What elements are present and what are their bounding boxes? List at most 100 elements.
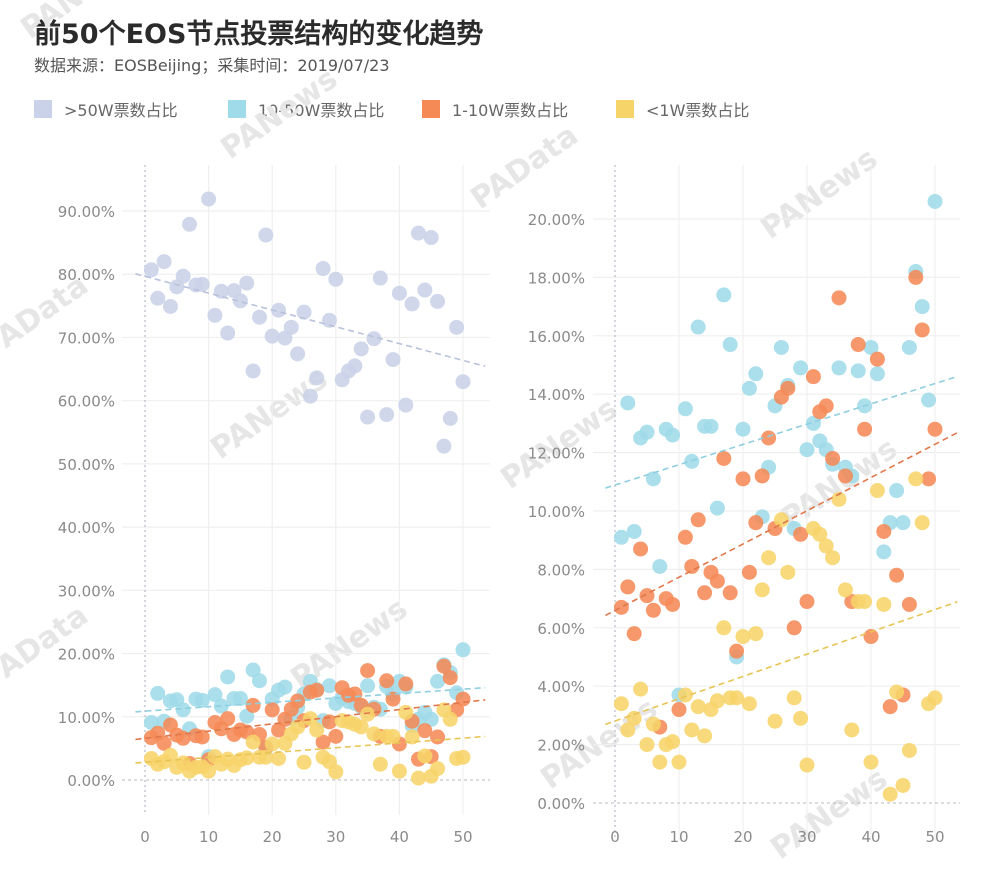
point-gt50w[interactable] xyxy=(264,328,280,344)
point-gt50w[interactable] xyxy=(296,304,312,320)
point-lt1w[interactable] xyxy=(914,515,930,531)
point-gt50w[interactable] xyxy=(271,302,287,318)
point-w1_10[interactable] xyxy=(328,728,344,744)
point-w1_10[interactable] xyxy=(748,515,764,531)
point-gt50w[interactable] xyxy=(321,312,337,328)
point-lt1w[interactable] xyxy=(908,471,924,487)
point-w10_50[interactable] xyxy=(423,711,439,727)
point-lt1w[interactable] xyxy=(391,763,407,779)
point-lt1w[interactable] xyxy=(831,491,847,507)
point-w1_10[interactable] xyxy=(220,711,236,727)
point-lt1w[interactable] xyxy=(404,729,420,745)
point-w10_50[interactable] xyxy=(665,427,681,443)
point-lt1w[interactable] xyxy=(258,749,274,765)
point-w1_10[interactable] xyxy=(645,602,661,618)
point-lt1w[interactable] xyxy=(162,747,178,763)
point-w1_10[interactable] xyxy=(863,629,879,645)
point-w1_10[interactable] xyxy=(613,599,629,615)
legend-item-10-50w[interactable]: 10-50W票数占比 xyxy=(228,97,422,121)
point-w1_10[interactable] xyxy=(850,337,866,353)
point-w10_50[interactable] xyxy=(703,418,719,434)
point-w10_50[interactable] xyxy=(895,515,911,531)
point-gt50w[interactable] xyxy=(309,370,325,386)
point-lt1w[interactable] xyxy=(786,690,802,706)
point-w10_50[interactable] xyxy=(639,424,655,440)
point-w1_10[interactable] xyxy=(264,702,280,718)
point-lt1w[interactable] xyxy=(869,483,885,499)
point-lt1w[interactable] xyxy=(639,737,655,753)
point-gt50w[interactable] xyxy=(347,358,363,374)
point-lt1w[interactable] xyxy=(398,704,414,720)
point-gt50w[interactable] xyxy=(201,191,217,207)
point-lt1w[interactable] xyxy=(895,777,911,793)
point-lt1w[interactable] xyxy=(328,764,344,780)
point-w10_50[interactable] xyxy=(626,523,642,539)
point-w1_10[interactable] xyxy=(754,468,770,484)
point-w1_10[interactable] xyxy=(729,643,745,659)
point-w1_10[interactable] xyxy=(837,468,853,484)
point-w10_50[interactable] xyxy=(321,678,337,694)
point-lt1w[interactable] xyxy=(353,719,369,735)
point-gt50w[interactable] xyxy=(220,325,236,341)
point-w10_50[interactable] xyxy=(722,337,738,353)
point-w1_10[interactable] xyxy=(347,686,363,702)
point-lt1w[interactable] xyxy=(780,564,796,580)
point-lt1w[interactable] xyxy=(799,757,815,773)
point-w1_10[interactable] xyxy=(442,670,458,686)
point-w10_50[interactable] xyxy=(927,193,943,209)
point-w1_10[interactable] xyxy=(633,541,649,557)
point-w1_10[interactable] xyxy=(876,523,892,539)
point-lt1w[interactable] xyxy=(697,728,713,744)
point-w1_10[interactable] xyxy=(869,351,885,367)
point-lt1w[interactable] xyxy=(837,582,853,598)
point-w10_50[interactable] xyxy=(773,339,789,355)
point-gt50w[interactable] xyxy=(143,262,159,278)
point-w10_50[interactable] xyxy=(716,287,732,303)
point-lt1w[interactable] xyxy=(245,734,261,750)
point-lt1w[interactable] xyxy=(626,710,642,726)
point-w1_10[interactable] xyxy=(921,471,937,487)
point-lt1w[interactable] xyxy=(863,754,879,770)
point-w1_10[interactable] xyxy=(385,691,401,707)
point-lt1w[interactable] xyxy=(410,770,426,786)
point-lt1w[interactable] xyxy=(296,754,312,770)
point-gt50w[interactable] xyxy=(449,319,465,335)
point-gt50w[interactable] xyxy=(182,216,198,232)
point-gt50w[interactable] xyxy=(410,225,426,241)
point-lt1w[interactable] xyxy=(302,711,318,727)
point-gt50w[interactable] xyxy=(360,409,376,425)
point-w1_10[interactable] xyxy=(360,663,376,679)
point-gt50w[interactable] xyxy=(175,268,191,284)
point-gt50w[interactable] xyxy=(379,407,395,423)
point-lt1w[interactable] xyxy=(201,763,217,779)
legend-item-lt1w[interactable]: <1W票数占比 xyxy=(616,97,810,121)
point-w1_10[interactable] xyxy=(398,676,414,692)
point-w10_50[interactable] xyxy=(799,442,815,458)
point-lt1w[interactable] xyxy=(671,754,687,770)
point-gt50w[interactable] xyxy=(328,271,344,287)
point-lt1w[interactable] xyxy=(652,754,668,770)
point-w10_50[interactable] xyxy=(805,415,821,431)
point-w10_50[interactable] xyxy=(213,698,229,714)
point-gt50w[interactable] xyxy=(245,363,261,379)
point-lt1w[interactable] xyxy=(360,706,376,722)
point-w1_10[interactable] xyxy=(927,421,943,437)
point-w1_10[interactable] xyxy=(315,734,331,750)
point-w1_10[interactable] xyxy=(908,269,924,285)
point-w10_50[interactable] xyxy=(175,702,191,718)
point-lt1w[interactable] xyxy=(709,693,725,709)
point-gt50w[interactable] xyxy=(417,282,433,298)
point-w10_50[interactable] xyxy=(850,363,866,379)
point-w10_50[interactable] xyxy=(207,687,223,703)
point-w1_10[interactable] xyxy=(690,512,706,528)
point-w1_10[interactable] xyxy=(436,658,452,674)
legend-item-gt50w[interactable]: >50W票数占比 xyxy=(34,97,228,121)
point-w10_50[interactable] xyxy=(430,673,446,689)
point-w1_10[interactable] xyxy=(761,430,777,446)
point-lt1w[interactable] xyxy=(716,620,732,636)
point-w10_50[interactable] xyxy=(232,690,248,706)
point-gt50w[interactable] xyxy=(232,293,248,309)
point-lt1w[interactable] xyxy=(735,629,751,645)
point-lt1w[interactable] xyxy=(818,538,834,554)
point-w1_10[interactable] xyxy=(818,398,834,414)
